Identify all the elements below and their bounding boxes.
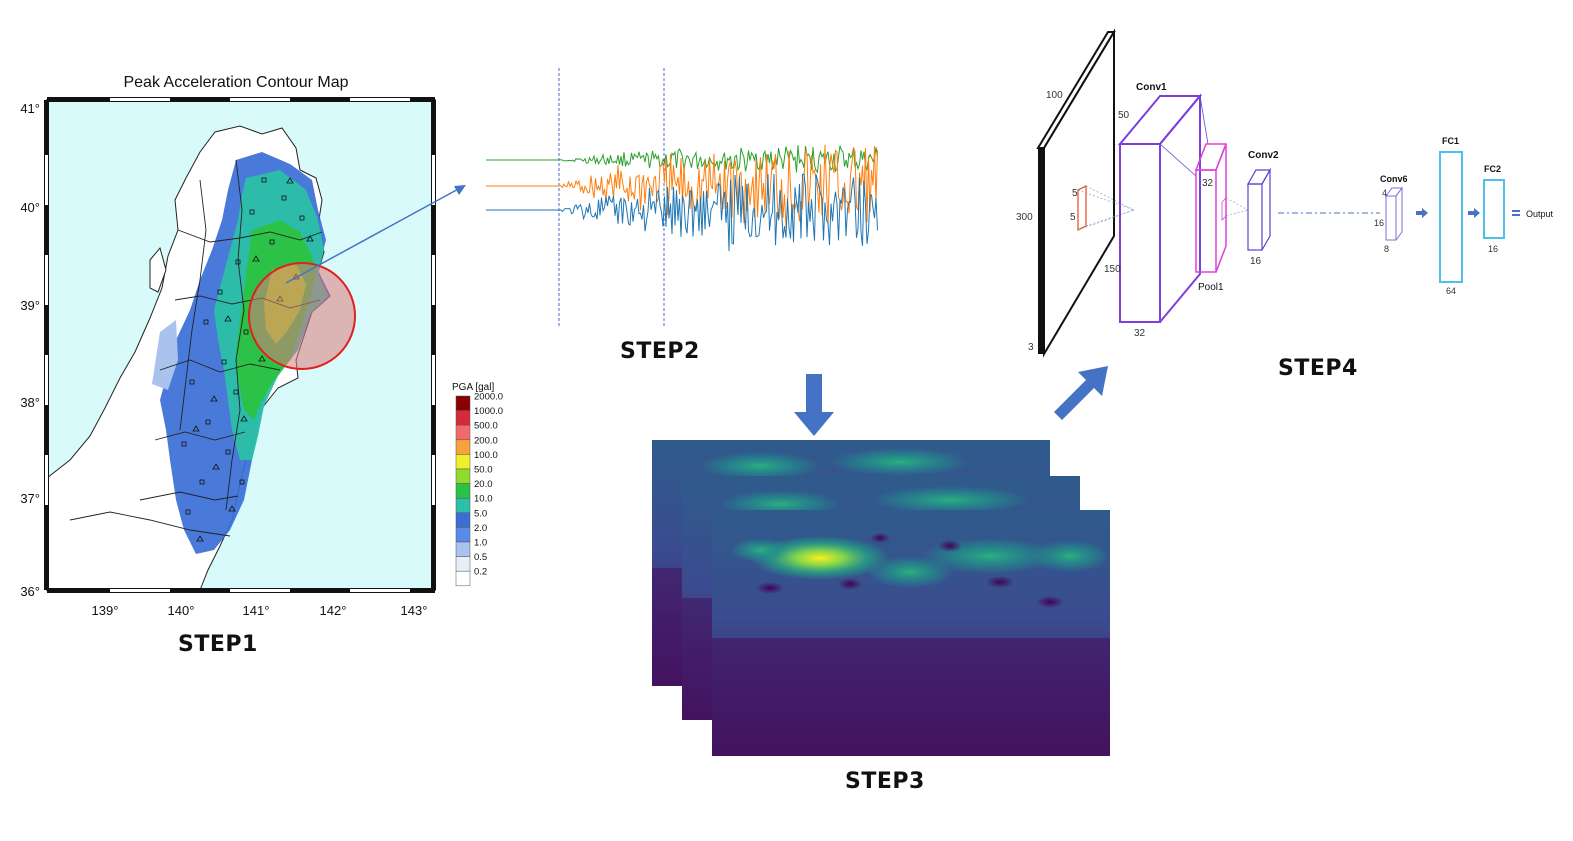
lon-tick: 140°	[168, 603, 195, 618]
step2-label: STEP2	[620, 339, 700, 364]
fc1-size: 64	[1446, 286, 1456, 296]
lat-tick: 39°	[20, 298, 40, 313]
legend-label: 0.5	[474, 552, 487, 563]
legend-swatch	[455, 424, 471, 441]
diagonal-arrow	[1054, 366, 1108, 420]
lon-tick-labels: 139° 140° 141° 142° 143°	[92, 603, 428, 618]
epicenter-connector	[285, 185, 466, 284]
pool1-size: 32	[1202, 178, 1214, 189]
legend-label: 200.0	[474, 435, 498, 446]
legend-swatch	[455, 527, 471, 543]
output-marker	[1512, 210, 1520, 212]
kernel-size-a: 5	[1072, 188, 1078, 199]
lat-tick: 38°	[20, 395, 40, 410]
prefecture-borders	[69, 159, 323, 537]
pool1-name: Pool1	[1198, 282, 1224, 293]
lat-tick: 37°	[20, 491, 40, 506]
conv6-name: Conv6	[1380, 174, 1408, 184]
legend-swatch	[455, 468, 471, 484]
conv6-a: 4	[1382, 188, 1387, 198]
epicenter-circle	[248, 262, 356, 370]
legend-swatch	[455, 395, 471, 411]
connector-arrowhead	[454, 185, 466, 195]
legend-swatch	[455, 410, 471, 426]
legend-label: 1000.0	[474, 406, 503, 417]
seismic-waveforms	[486, 68, 878, 328]
scalogram-layer-front	[712, 510, 1110, 756]
legend-label: 500.0	[474, 421, 498, 432]
legend-swatch	[455, 541, 471, 557]
legend-label: 2000.0	[474, 392, 503, 403]
legend-swatch	[455, 483, 471, 499]
conv1-height: 50	[1118, 110, 1130, 121]
legend-swatch	[455, 556, 471, 572]
cnn-architecture: 100 300 3 5 5 Conv1 50 150 32 32 Pool1 C…	[1016, 28, 1554, 358]
conv2-size: 16	[1250, 256, 1262, 267]
legend-swatch	[455, 512, 471, 528]
pga-legend: PGA [gal] 2000.0 1000.0 500.0 200.0 100.0 50.…	[452, 382, 503, 587]
legend-label: 50.0	[474, 465, 493, 476]
output-label: Output	[1526, 209, 1554, 219]
legend-label: 1.0	[474, 538, 487, 549]
conv6-b: 16	[1374, 218, 1384, 228]
pga-contour-map: Peak Acceleration Contour Map	[20, 74, 436, 618]
input-slab	[1036, 28, 1135, 358]
lon-tick: 141°	[243, 603, 270, 618]
step3-label: STEP3	[845, 769, 925, 794]
waveform-trace	[486, 173, 878, 252]
pga-region-lightblue	[152, 320, 178, 390]
lat-tick: 41°	[20, 101, 40, 116]
fc2-name: FC2	[1484, 164, 1501, 174]
legend-swatch	[455, 454, 471, 470]
down-arrow	[794, 374, 834, 436]
step1-label: STEP1	[178, 632, 258, 657]
legend-swatch	[455, 439, 471, 455]
legend-swatch	[455, 497, 471, 514]
lat-tick: 36°	[20, 584, 40, 599]
conv6-block	[1385, 186, 1403, 241]
legend-label: 100.0	[474, 450, 498, 461]
legend-label: 10.0	[474, 494, 493, 505]
legend-label: 5.0	[474, 508, 487, 519]
input-depth: 3	[1028, 342, 1034, 353]
lon-tick: 139°	[92, 603, 119, 618]
conv6-c: 8	[1384, 244, 1389, 254]
fc1-block	[1439, 151, 1463, 283]
lon-tick: 143°	[401, 603, 428, 618]
input-height: 300	[1016, 212, 1033, 223]
scalogram-stack	[652, 440, 1110, 756]
kernel-size-b: 5	[1070, 212, 1076, 223]
conv1-depth: 32	[1134, 328, 1146, 339]
conv2-block	[1246, 167, 1272, 251]
legend-label: 20.0	[474, 479, 493, 490]
lat-tick: 40°	[20, 200, 40, 215]
arrow-to-fc1	[1416, 208, 1428, 218]
legend-swatch	[455, 570, 471, 587]
arrow-to-fc2	[1468, 208, 1480, 218]
conv2-name: Conv2	[1248, 150, 1279, 161]
map-frame-ticks-white	[45, 98, 435, 592]
legend-title: PGA [gal]	[452, 382, 494, 393]
map-title: Peak Acceleration Contour Map	[123, 74, 348, 91]
pool1-block	[1194, 143, 1228, 273]
fc2-block	[1483, 179, 1505, 239]
output-marker-bar	[1512, 214, 1520, 216]
legend-label: 2.0	[474, 523, 487, 534]
legend-label: 0.2	[474, 567, 487, 578]
step4-label: STEP4	[1278, 356, 1358, 381]
fc1-name: FC1	[1442, 136, 1459, 146]
lat-tick-labels: 41° 40° 39° 38° 37° 36°	[20, 101, 40, 599]
waveform-trace	[486, 144, 878, 229]
fc2-size: 16	[1488, 244, 1498, 254]
map-peninsula	[149, 246, 167, 293]
conv1-width: 150	[1104, 264, 1121, 275]
input-width: 100	[1046, 90, 1063, 101]
conv1-name: Conv1	[1136, 82, 1167, 93]
lon-tick: 142°	[320, 603, 347, 618]
